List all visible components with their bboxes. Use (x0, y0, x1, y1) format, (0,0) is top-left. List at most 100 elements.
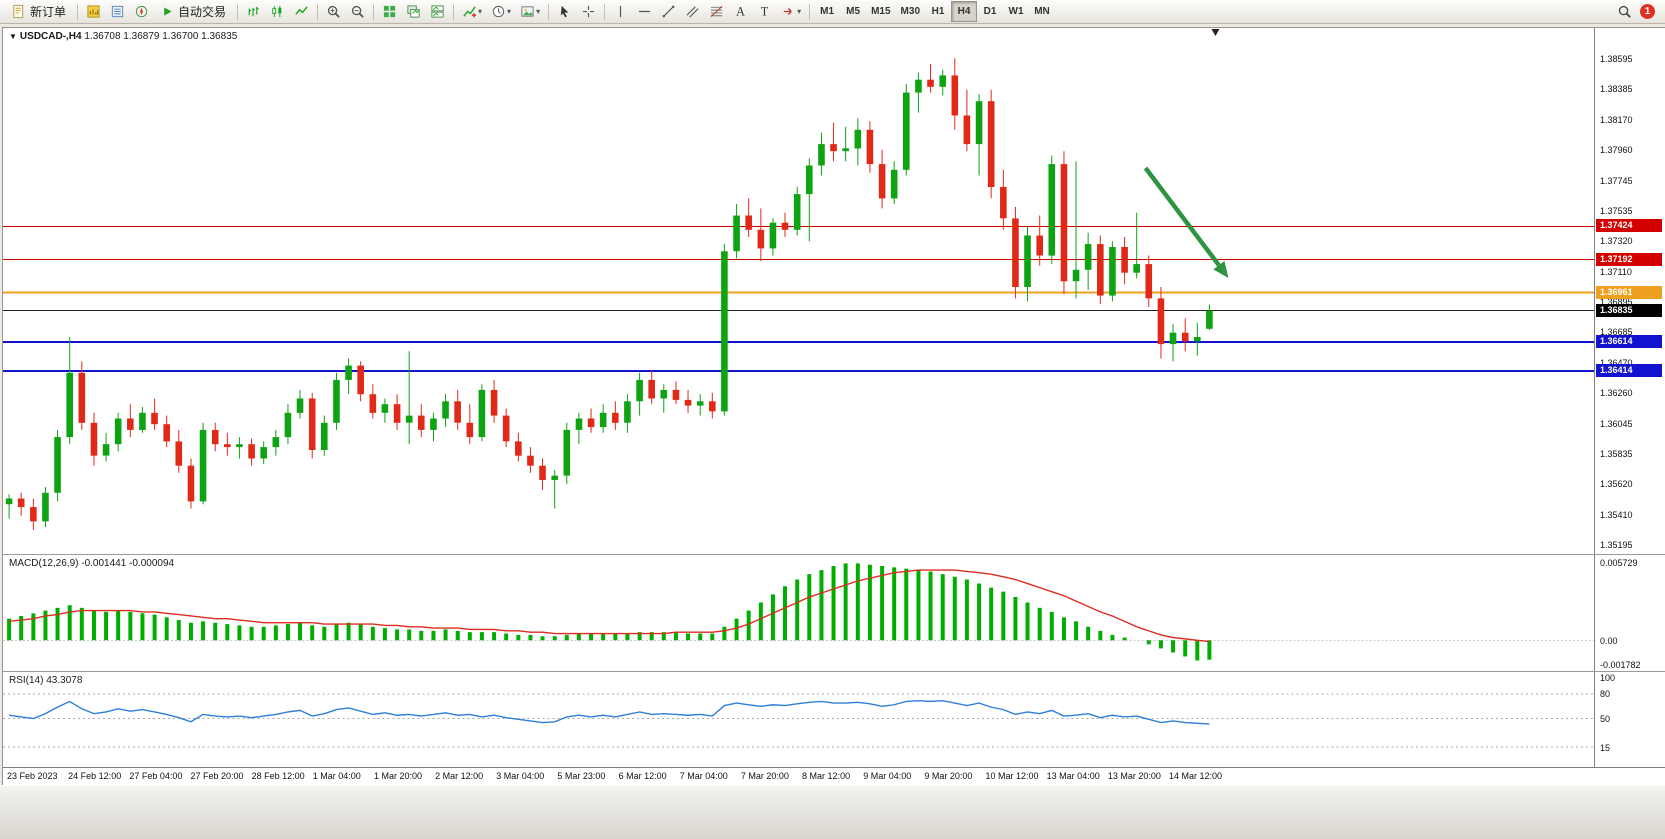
text-a-icon: A (736, 5, 745, 19)
bar-chart-icon (248, 6, 259, 17)
time-axis-label: 6 Mar 12:00 (618, 771, 667, 781)
macd-axis-label: -0.001782 (1600, 660, 1641, 671)
macd-values-label: -0.001441 -0.000094 (81, 558, 175, 569)
chart-window: ▼ USDCAD-,H4 1.36708 1.36879 1.36700 1.36… (2, 27, 1665, 785)
notification-badge[interactable]: 1 (1640, 4, 1655, 19)
time-axis-label: 2 Mar 12:00 (435, 771, 484, 781)
new-order-button[interactable]: 新订单 (4, 1, 73, 22)
templates-icon (521, 6, 534, 17)
search-button[interactable] (1613, 1, 1636, 22)
macd-plot[interactable]: MACD(12,26,9) -0.001441 -0.000094 (3, 555, 1595, 671)
candles (5, 58, 1213, 530)
tile-windows-button[interactable] (378, 1, 401, 22)
auto-trading-button[interactable]: 自动交易 (154, 1, 233, 22)
cascade-windows-button[interactable] (402, 1, 425, 22)
price-tick-label: 1.36045 (1600, 418, 1633, 429)
crosshair-button[interactable] (577, 1, 600, 22)
indicators-icon (463, 6, 477, 18)
templates-button[interactable]: ▾ (516, 1, 544, 22)
templates-caret-icon: ▾ (536, 7, 541, 16)
rsi-value-label: 43.3078 (46, 675, 83, 686)
time-axis-label: 9 Mar 20:00 (924, 771, 973, 781)
rsi-axis-label: 80 (1600, 689, 1611, 700)
arrows-tool-button[interactable]: ▾ (777, 1, 805, 22)
price-tick-label: 1.35195 (1600, 540, 1633, 550)
time-axis-label: 5 Mar 23:00 (557, 771, 606, 781)
price-axis[interactable]: 1.38595 1.38385 1.38170 1.37960 1.37745 1.375… (1595, 28, 1665, 554)
price-tick-label: 1.37320 (1600, 236, 1633, 247)
time-axis-label: 14 Mar 12:00 (1169, 771, 1223, 781)
macd-panel-row: MACD(12,26,9) -0.001441 -0.000094 0.0057… (3, 554, 1665, 671)
rsi-label: RSI(14) 43.3078 (9, 675, 82, 686)
cursor-button[interactable] (553, 1, 576, 22)
zoom-in-button[interactable] (322, 1, 345, 22)
time-axis-label: 23 Feb 2023 (7, 771, 58, 781)
toolbar-separator (373, 3, 375, 20)
candlestick-chart-icon (272, 5, 282, 18)
line-chart-button[interactable] (290, 1, 313, 22)
timeframe-w1-button[interactable]: W1 (1003, 1, 1029, 22)
timeframe-m15-button[interactable]: M15 (866, 1, 895, 22)
market-watch-button[interactable] (82, 1, 105, 22)
timeframe-d1-button[interactable]: D1 (977, 1, 1003, 22)
time-axis-label: 1 Mar 20:00 (373, 771, 422, 781)
new-order-icon (13, 4, 24, 19)
vertical-line-icon (619, 5, 622, 18)
timeframe-h4-button[interactable]: H4 (951, 1, 977, 22)
timeframe-mn-button[interactable]: MN (1029, 1, 1055, 22)
main-chart-plot[interactable]: ▼ USDCAD-,H4 1.36708 1.36879 1.36700 1.36… (3, 28, 1595, 554)
macd-axis-label: 0.005729 (1600, 558, 1638, 568)
fibonacci-tool-button[interactable] (705, 1, 728, 22)
time-axis-label: 7 Mar 20:00 (740, 771, 789, 781)
rsi-axis[interactable]: 100 80 50 15 (1595, 672, 1665, 767)
candlestick-chart-button[interactable] (266, 1, 289, 22)
zoom-in-icon (327, 5, 340, 18)
bar-chart-button[interactable] (242, 1, 265, 22)
price-tick-label: 1.35835 (1600, 448, 1633, 459)
vertical-line-tool-button[interactable] (609, 1, 632, 22)
macd-name-label: MACD(12,26,9) (9, 558, 79, 569)
macd-label: MACD(12,26,9) -0.001441 -0.000094 (9, 558, 174, 569)
navigator-button[interactable] (130, 1, 153, 22)
zoom-out-icon (351, 5, 364, 18)
arrange-windows-button[interactable] (426, 1, 449, 22)
timeframe-m30-button[interactable]: M30 (896, 1, 925, 22)
data-window-button[interactable] (106, 1, 129, 22)
trendline-tool-button[interactable] (657, 1, 680, 22)
periods-button[interactable]: ▾ (487, 1, 515, 22)
indicators-button[interactable]: ▾ (458, 1, 486, 22)
timeframe-m5-button[interactable]: M5 (840, 1, 866, 22)
macd-axis[interactable]: 0.005729 0.00 -0.001782 (1595, 555, 1665, 671)
price-tick-label: 1.35620 (1600, 479, 1633, 490)
zoom-out-button[interactable] (346, 1, 369, 22)
text-label-tool-button[interactable]: T (753, 1, 776, 22)
horizontal-line-icon (638, 10, 651, 13)
chart-shift-marker-icon[interactable] (1211, 29, 1220, 36)
price-tick-label: 1.37535 (1600, 205, 1633, 216)
timeframe-m1-button[interactable]: M1 (814, 1, 840, 22)
trendline-icon (662, 5, 675, 18)
timeframe-h1-button[interactable]: H1 (925, 1, 951, 22)
equidistant-channel-icon (686, 6, 699, 18)
price-level-tag: 1.37424 (1596, 219, 1662, 233)
text-tool-button[interactable]: A (729, 1, 752, 22)
price-tick-label: 1.37110 (1600, 266, 1632, 277)
macd-signal-line (9, 569, 1210, 643)
trend-arrow-annotation[interactable] (1143, 166, 1229, 278)
rsi-plot[interactable]: RSI(14) 43.3078 (3, 672, 1595, 767)
chart-ohlc-label: 1.36708 1.36879 1.36700 1.36835 (84, 31, 238, 42)
chart-title-marker-icon: ▼ (9, 32, 17, 41)
time-axis-label: 27 Feb 04:00 (129, 771, 183, 781)
crosshair-icon (582, 5, 595, 18)
timeframe-group: M1 M5 M15 M30 H1 H4 D1 W1 MN (814, 1, 1055, 22)
price-tick-label: 1.37745 (1600, 175, 1633, 186)
navigator-icon (135, 5, 148, 18)
rsi-axis-label: 100 (1600, 673, 1616, 683)
chart-symbol-label: USDCAD-,H4 (19, 31, 82, 42)
macd-axis-label: 0.00 (1600, 636, 1618, 646)
horizontal-line-tool-button[interactable] (633, 1, 656, 22)
time-axis[interactable]: 23 Feb 2023 24 Feb 12:00 27 Feb 04:00 27 Fe… (3, 767, 1665, 785)
fibonacci-icon (710, 5, 723, 18)
toolbar-separator (809, 3, 811, 20)
channel-tool-button[interactable] (681, 1, 704, 22)
